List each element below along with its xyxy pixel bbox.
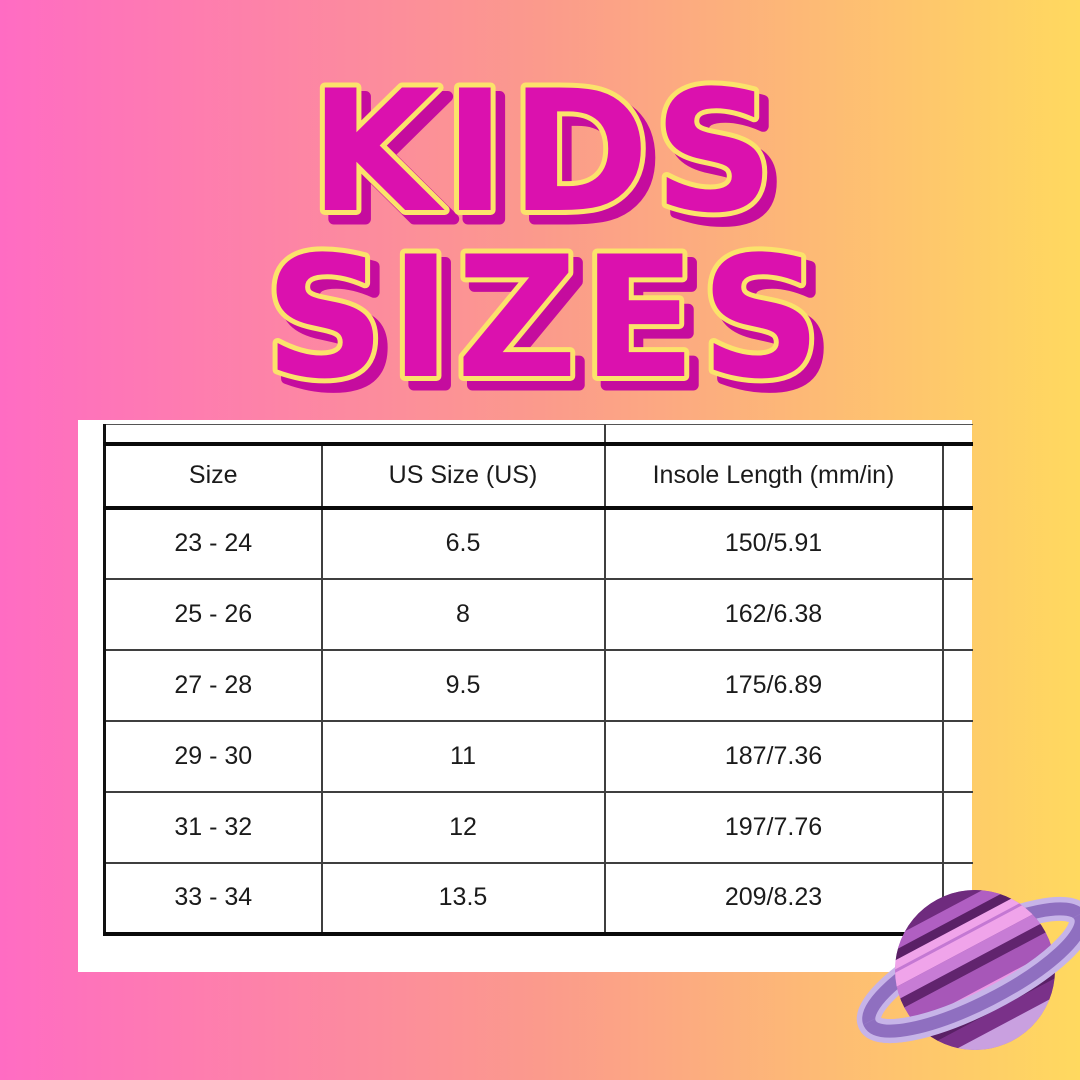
cell-insole-length: 150/5.91 bbox=[603, 506, 944, 580]
cell-empty bbox=[941, 648, 973, 722]
table-row: 31 - 32 12 197/7.76 bbox=[103, 790, 973, 864]
cell-insole-length: 187/7.36 bbox=[603, 719, 944, 793]
size-table-body: 23 - 24 6.5 150/5.91 25 - 26 8 162/6.38 … bbox=[103, 506, 973, 936]
cell-insole-length: 197/7.76 bbox=[603, 790, 944, 864]
cell-size: 31 - 32 bbox=[103, 790, 323, 864]
cell-empty bbox=[941, 506, 973, 580]
cell-us-size: 9.5 bbox=[320, 648, 606, 722]
cell-insole-length: 175/6.89 bbox=[603, 648, 944, 722]
partial-cell-left bbox=[103, 424, 606, 445]
cell-insole-length: 162/6.38 bbox=[603, 577, 944, 651]
cell-empty bbox=[941, 790, 973, 864]
column-header-empty bbox=[941, 441, 973, 510]
cell-size: 27 - 28 bbox=[103, 648, 323, 722]
cell-us-size: 6.5 bbox=[320, 506, 606, 580]
cell-insole-length: 209/8.23 bbox=[603, 861, 944, 936]
table-row-partial bbox=[103, 424, 973, 445]
title-line1: KIDS bbox=[309, 54, 778, 250]
saturn-planet-icon bbox=[856, 890, 1080, 1050]
title-line2: SIZES bbox=[264, 220, 825, 416]
title-line1-shadow: KIDS bbox=[318, 63, 787, 259]
cell-us-size: 12 bbox=[320, 790, 606, 864]
table-row: 33 - 34 13.5 209/8.23 bbox=[103, 861, 973, 936]
table-row: 25 - 26 8 162/6.38 bbox=[103, 577, 973, 651]
column-header-insole-length: Insole Length (mm/in) bbox=[603, 441, 944, 510]
cell-size: 29 - 30 bbox=[103, 719, 323, 793]
cell-us-size: 8 bbox=[320, 577, 606, 651]
column-header-size: Size bbox=[103, 441, 323, 510]
cell-us-size: 13.5 bbox=[320, 861, 606, 936]
column-header-us-size: US Size (US) bbox=[320, 441, 606, 510]
page-title: KIDS KIDS SIZES SIZES bbox=[259, 49, 836, 420]
cell-size: 23 - 24 bbox=[103, 506, 323, 580]
table-row: 29 - 30 11 187/7.36 bbox=[103, 719, 973, 793]
cell-empty bbox=[941, 577, 973, 651]
table-row: 27 - 28 9.5 175/6.89 bbox=[103, 648, 973, 722]
partial-cell-right bbox=[603, 424, 973, 445]
cell-us-size: 11 bbox=[320, 719, 606, 793]
cell-size: 25 - 26 bbox=[103, 577, 323, 651]
table-header-row: Size US Size (US) Insole Length (mm/in) bbox=[103, 441, 973, 510]
cell-size: 33 - 34 bbox=[103, 861, 323, 936]
size-table: Size US Size (US) Insole Length (mm/in) … bbox=[103, 424, 973, 936]
table-row: 23 - 24 6.5 150/5.91 bbox=[103, 506, 973, 580]
table-panel: Size US Size (US) Insole Length (mm/in) … bbox=[78, 420, 973, 972]
cell-empty bbox=[941, 719, 973, 793]
title-line2-shadow: SIZES bbox=[273, 229, 834, 420]
